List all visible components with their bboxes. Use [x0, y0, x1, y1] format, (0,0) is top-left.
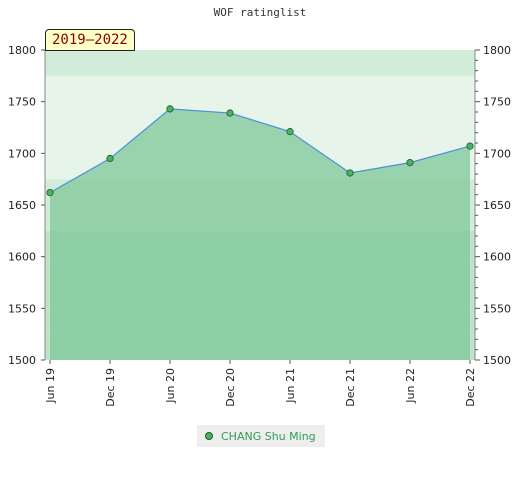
y-tick-label-right: 1550 — [483, 302, 511, 315]
y-axis-left: 1500 1550 1600 1650 1700 1750 1800 — [8, 44, 46, 367]
y-tick-label-right: 1600 — [483, 251, 511, 264]
background-band — [45, 75, 475, 102]
y-tick-label-left: 1600 — [8, 251, 36, 264]
x-tick-label: Dec 22 — [464, 368, 477, 407]
y-tick-label-left: 1750 — [8, 96, 36, 109]
background-band — [45, 50, 475, 76]
x-tick-label: Jun 21 — [284, 368, 297, 404]
y-tick-label-right: 1800 — [483, 44, 511, 57]
x-tick-label: Jun 20 — [164, 368, 177, 404]
series-line — [49, 108, 471, 194]
data-point — [346, 169, 354, 177]
x-tick-label: Dec 20 — [224, 368, 237, 407]
y-tick-label-left: 1800 — [8, 44, 36, 57]
y-tick-label-right: 1700 — [483, 147, 511, 160]
y-tick-label-left: 1550 — [8, 302, 36, 315]
chart-title: WOF ratinglist — [214, 6, 307, 19]
legend[interactable]: CHANG Shu Ming — [197, 425, 325, 447]
series-area — [49, 108, 471, 361]
y-tick-label-left: 1500 — [8, 354, 36, 367]
y-tick-label-left: 1650 — [8, 199, 36, 212]
x-tick-label: Dec 21 — [344, 368, 357, 407]
legend-label: CHANG Shu Ming — [221, 429, 316, 443]
data-point — [166, 105, 174, 113]
data-point — [226, 109, 234, 117]
data-point — [106, 154, 114, 163]
y-tick-label-right: 1500 — [483, 354, 511, 367]
series-area-fill — [50, 108, 470, 361]
x-tick-label: Jun 19 — [44, 368, 57, 404]
y-axis-right: 1500 1550 1600 1650 1700 1750 1800 — [474, 44, 511, 367]
x-axis: Jun 19 Dec 19 Jun 20 Dec 20 Jun 21 Dec 21 Jun … — [44, 360, 477, 407]
x-tick-label: Dec 19 — [104, 368, 117, 407]
y-tick-label-left: 1700 — [8, 147, 36, 160]
data-points — [46, 105, 474, 197]
legend-marker-icon — [205, 432, 213, 440]
period-label: 2019–2022 — [45, 29, 135, 51]
data-point — [286, 128, 294, 136]
x-tick-label: Jun 22 — [404, 368, 417, 404]
data-point — [466, 142, 474, 150]
y-tick-label-right: 1650 — [483, 199, 511, 212]
data-point — [406, 159, 414, 167]
y-tick-label-right: 1750 — [483, 96, 511, 109]
data-point — [46, 189, 54, 197]
